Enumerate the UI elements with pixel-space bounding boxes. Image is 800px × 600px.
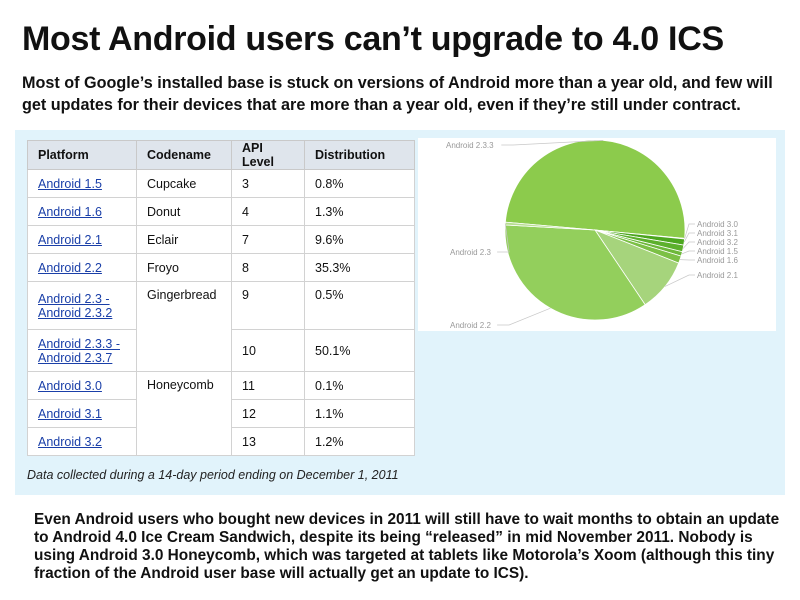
platform-cell: Android 2.1 — [27, 225, 137, 254]
table-row: Android 2.3.3 - Android 2.3.7 10 50.1% — [27, 329, 415, 372]
table-row: Android 3.0 Honeycomb 11 0.1% — [27, 371, 415, 456]
pie-label-android-2-3: Android 2.3 — [450, 248, 491, 257]
table-row: Android 2.1 Eclair 7 9.6% — [27, 225, 415, 254]
distribution-cell: 1.2% — [304, 427, 415, 456]
api-level-cell: 8 — [231, 253, 305, 282]
pie-label-android-2-2: Android 2.2 — [450, 321, 491, 330]
api-level-cell: 10 — [231, 329, 305, 372]
codename-cell: Froyo — [136, 253, 232, 282]
subtitle: Most of Google’s installed base is stuck… — [22, 74, 773, 114]
table-row: Android 2.3 - Android 2.3.2 Gingerbread … — [27, 281, 415, 372]
platform-cell: Android 2.3.3 - Android 2.3.7 — [27, 329, 137, 372]
table-header-row: Platform Codename API Level Distribution — [27, 140, 415, 170]
platform-link[interactable]: Android 3.2 — [38, 434, 102, 449]
pie-label-android-1-5: Android 1.5 — [697, 247, 738, 256]
page-title: Most Android users can’t upgrade to 4.0 … — [22, 20, 724, 58]
pie-label-android-3-1: Android 3.1 — [697, 229, 738, 238]
table-row: Android 3.1 12 1.1% — [27, 399, 415, 428]
platform-link[interactable]: Android 3.1 — [38, 406, 102, 421]
api-level-cell: 13 — [231, 427, 305, 456]
pie-leader-line — [683, 232, 695, 243]
pie-leader-line — [501, 140, 604, 146]
platform-link[interactable]: Android 2.3.3 - Android 2.3.7 — [38, 336, 120, 365]
api-level-cell: 4 — [231, 197, 305, 226]
api-level-cell: 3 — [231, 169, 305, 198]
distribution-cell: 1.3% — [304, 197, 415, 226]
distribution-cell: 1.1% — [304, 399, 415, 428]
table-footnote: Data collected during a 14-day period en… — [27, 468, 399, 482]
distribution-cell: 9.6% — [304, 225, 415, 254]
table-row: Android 2.2 Froyo 8 35.3% — [27, 253, 415, 282]
codename-cell: Gingerbread — [136, 281, 232, 372]
platform-link[interactable]: Android 2.1 — [38, 232, 102, 247]
pie-leader-line — [682, 241, 695, 249]
platform-link[interactable]: Android 2.2 — [38, 260, 102, 275]
table-row: Android 1.6 Donut 4 1.3% — [27, 197, 415, 226]
codename-cell: Cupcake — [136, 169, 232, 198]
platform-link[interactable]: Android 1.6 — [38, 204, 102, 219]
pie-label-android-2-3-3: Android 2.3.3 — [446, 141, 494, 150]
header-platform: Platform — [27, 140, 137, 170]
api-level-cell: 11 — [231, 371, 305, 400]
api-level-cell: 9 — [231, 281, 305, 330]
distribution-cell: 35.3% — [304, 253, 415, 282]
distribution-cell: 50.1% — [304, 329, 415, 372]
pie-leader-line — [684, 223, 695, 239]
header-codename: Codename — [136, 140, 232, 170]
pie-chart: Android 2.3.3 Android 3.0 Android 3.1 Andro… — [418, 138, 776, 331]
table-row: Android 3.2 13 1.2% — [27, 427, 415, 456]
platform-link[interactable]: Android 1.5 — [38, 176, 102, 191]
pie-leader-line — [681, 250, 695, 255]
api-level-cell: 7 — [231, 225, 305, 254]
pie-slice-android-2-3-3 — [504, 139, 686, 239]
header-api-level: API Level — [231, 140, 305, 170]
codename-cell: Donut — [136, 197, 232, 226]
pie-leader-line — [497, 223, 510, 253]
pie-label-android-3-0: Android 3.0 — [697, 220, 738, 229]
platform-cell: Android 2.3 - Android 2.3.2 — [27, 281, 137, 330]
api-level-cell: 12 — [231, 399, 305, 428]
pie-label-android-1-6: Android 1.6 — [697, 256, 738, 265]
platform-cell: Android 2.2 — [27, 253, 137, 282]
body-text: Even Android users who bought new device… — [34, 511, 780, 582]
pie-label-android-2-1: Android 2.1 — [697, 271, 738, 280]
distribution-cell: 0.5% — [304, 281, 415, 330]
codename-cell: Eclair — [136, 225, 232, 254]
platform-link[interactable]: Android 3.0 — [38, 378, 102, 393]
platform-cell: Android 3.2 — [27, 427, 137, 456]
platform-link[interactable]: Android 2.3 - Android 2.3.2 — [38, 291, 113, 320]
header-distribution: Distribution — [304, 140, 415, 170]
content-panel: Platform Codename API Level Distribution… — [15, 130, 785, 495]
platform-cell: Android 3.1 — [27, 399, 137, 428]
platform-cell: Android 1.6 — [27, 197, 137, 226]
table-row: Android 1.5 Cupcake 3 0.8% — [27, 169, 415, 198]
distribution-table: Platform Codename API Level Distribution… — [27, 140, 415, 456]
distribution-cell: 0.8% — [304, 169, 415, 198]
platform-cell: Android 1.5 — [27, 169, 137, 198]
codename-cell: Honeycomb — [136, 371, 232, 456]
distribution-cell: 0.1% — [304, 371, 415, 400]
platform-cell: Android 3.0 — [27, 371, 137, 400]
pie-leader-line — [497, 307, 551, 326]
pie-leader-line — [664, 274, 695, 287]
pie-label-android-3-2: Android 3.2 — [697, 238, 738, 247]
